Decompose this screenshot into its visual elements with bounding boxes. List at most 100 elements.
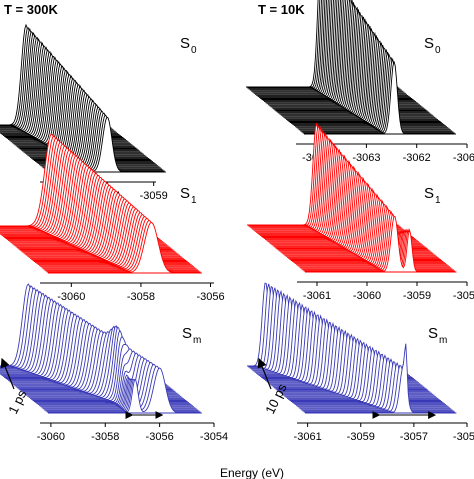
x-tick-label: -3060 [353, 290, 381, 302]
spectrum-trace [292, 346, 444, 404]
spectrum-trace [40, 210, 195, 268]
spectrum-trace [289, 189, 441, 260]
spectrum-trace [33, 200, 188, 262]
x-tick-label: -3063 [352, 152, 380, 164]
spectrum-trace [305, 215, 457, 273]
temperature-label-300k: T = 300K [4, 2, 58, 17]
spectrum-trace [279, 16, 432, 115]
spectrum-trace [36, 204, 191, 265]
x-tick-label: -3061 [453, 152, 474, 164]
spectrum-trace [290, 193, 443, 261]
spectrum-trace [278, 15, 431, 114]
x-tick-label: -3059 [140, 190, 168, 202]
waterfall-traces [0, 133, 202, 274]
spectrum-trace [44, 215, 198, 271]
state-subscript: m [193, 335, 201, 346]
x-tick-label: -3056 [146, 431, 174, 443]
spectrum-trace [302, 57, 455, 134]
waterfall-traces [246, 0, 456, 135]
spectrum-trace [288, 32, 441, 122]
spectrum-trace [300, 52, 453, 132]
x-tick-label: -3055 [453, 431, 474, 443]
time-axis-label: 10 ps [262, 381, 290, 417]
x-tick-label: -3061 [294, 431, 322, 443]
x-axis-ticks: -3061 -3060 -3059 -3058 [303, 282, 474, 302]
spectrum-trace [45, 218, 200, 272]
spectrum-trace [284, 25, 437, 119]
spectrum-trace [301, 210, 453, 270]
x-axis-title: Energy (eV) [220, 466, 284, 479]
spectrum-trace [303, 212, 456, 272]
spectrum-trace [301, 57, 454, 133]
spectrum-trace [288, 188, 440, 259]
spectrum-trace [301, 361, 453, 411]
spectrum-trace [293, 349, 445, 405]
panel-300k-sm: -3060 -3058 -3056 -3054 S m 1 ps [0, 283, 228, 443]
spectrum-trace [294, 350, 447, 406]
state-label: S [180, 185, 190, 202]
spectrum-trace [42, 213, 197, 270]
state-subscript: 0 [435, 45, 441, 56]
spectrum-trace [39, 208, 193, 267]
spectrum-trace [290, 345, 443, 402]
state-subscript: m [439, 335, 447, 346]
spectrum-trace [280, 18, 433, 116]
spectrum-trace [287, 186, 439, 258]
spectrum-trace [42, 360, 197, 410]
spectrum-trace [292, 40, 445, 126]
spectrum-trace [298, 204, 450, 268]
x-tick-label: -3054 [200, 431, 228, 443]
spectrum-trace [275, 9, 428, 112]
x-tick-label: -3060 [37, 431, 65, 443]
x-tick-label: -3057 [400, 431, 428, 443]
state-subscript: 1 [435, 195, 441, 206]
time-axis-label: 1 ps [5, 387, 29, 416]
spectrum-trace [293, 42, 446, 127]
panel-10k-s0: -3064-3063-3062-3061 S 0 [246, 0, 474, 164]
waterfall-traces [247, 122, 457, 273]
panel-300k-s1: -3060 -3058 -3056 S 1 [0, 133, 225, 303]
spectrum-trace [48, 221, 202, 274]
x-axis-ticks: -3060 -3058 -3056 [57, 283, 225, 303]
spectrum-trace [304, 61, 456, 135]
spectrum-trace [299, 358, 452, 410]
waterfall-traces [0, 23, 166, 173]
x-tick-label: -3062 [403, 152, 431, 164]
spectrum-trace [289, 343, 441, 401]
spectrum-trace [35, 202, 189, 264]
spectrum-trace [46, 219, 201, 273]
state-subscript: 1 [191, 195, 197, 206]
state-label: S [424, 185, 434, 202]
spectrum-trace [276, 11, 429, 113]
spectrum-trace [297, 354, 449, 408]
spectrum-trace [302, 361, 454, 412]
spectrum-trace [299, 206, 452, 269]
x-axis-ticks: -3064-3063-3062-3061 [302, 144, 474, 164]
temperature-label-10k: T = 10K [258, 2, 305, 17]
spectrum-trace [293, 196, 445, 264]
spectrum-trace [298, 51, 451, 131]
time-axis-arrow [0, 357, 15, 390]
state-label: S [424, 35, 434, 52]
spectrum-trace [296, 199, 448, 266]
x-tick-label: -3059 [347, 431, 375, 443]
spectrum-trace [292, 193, 444, 263]
spectrum-trace [37, 206, 192, 266]
spectrum-trace [289, 35, 442, 123]
time-axis-arrow [257, 357, 272, 390]
state-label: S [180, 35, 190, 52]
spectrum-trace [296, 353, 448, 407]
x-tick-label: -3056 [196, 291, 224, 303]
panel-10k-sm: -3061 -3059 -3057 -3055 S m 10 ps [247, 282, 474, 443]
x-tick-label: -3061 [303, 290, 331, 302]
spectrum-trace [285, 183, 438, 257]
x-tick-label: -3059 [403, 290, 431, 302]
spectrum-trace [297, 203, 449, 267]
x-tick-label: -3058 [127, 291, 155, 303]
state-subscript: 0 [191, 45, 197, 56]
x-tick-label: -3060 [57, 291, 85, 303]
x-axis-ticks: -3060 -3058 -3056 -3054 [37, 423, 228, 443]
x-tick-label: -3058 [91, 431, 119, 443]
